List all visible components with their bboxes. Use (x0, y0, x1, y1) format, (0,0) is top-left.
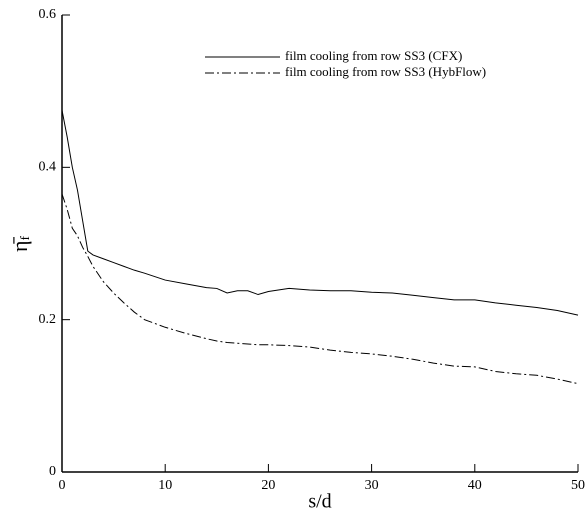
x-tick-label: 0 (59, 478, 66, 493)
x-axis-label: s/d (308, 491, 331, 513)
legend-label: film cooling from row SS3 (CFX) (285, 48, 462, 63)
series-line (61, 193, 579, 385)
x-tick-label: 40 (468, 478, 482, 493)
series-line (61, 110, 579, 316)
y-tick-label: 0.4 (39, 160, 57, 175)
x-tick-label: 20 (261, 478, 275, 493)
x-tick-label: 10 (158, 478, 172, 493)
x-tick-label: 50 (571, 478, 585, 493)
y-tick-label: 0.2 (39, 312, 57, 327)
legend-label: film cooling from row SS3 (HybFlow) (285, 64, 486, 79)
y-tick-label: 0.6 (39, 7, 57, 22)
y-tick-label: 0 (49, 464, 56, 479)
x-tick-label: 30 (365, 478, 379, 493)
y-axis-label: η̄f (7, 235, 32, 252)
y-axis-label-subscript: f (17, 235, 32, 240)
